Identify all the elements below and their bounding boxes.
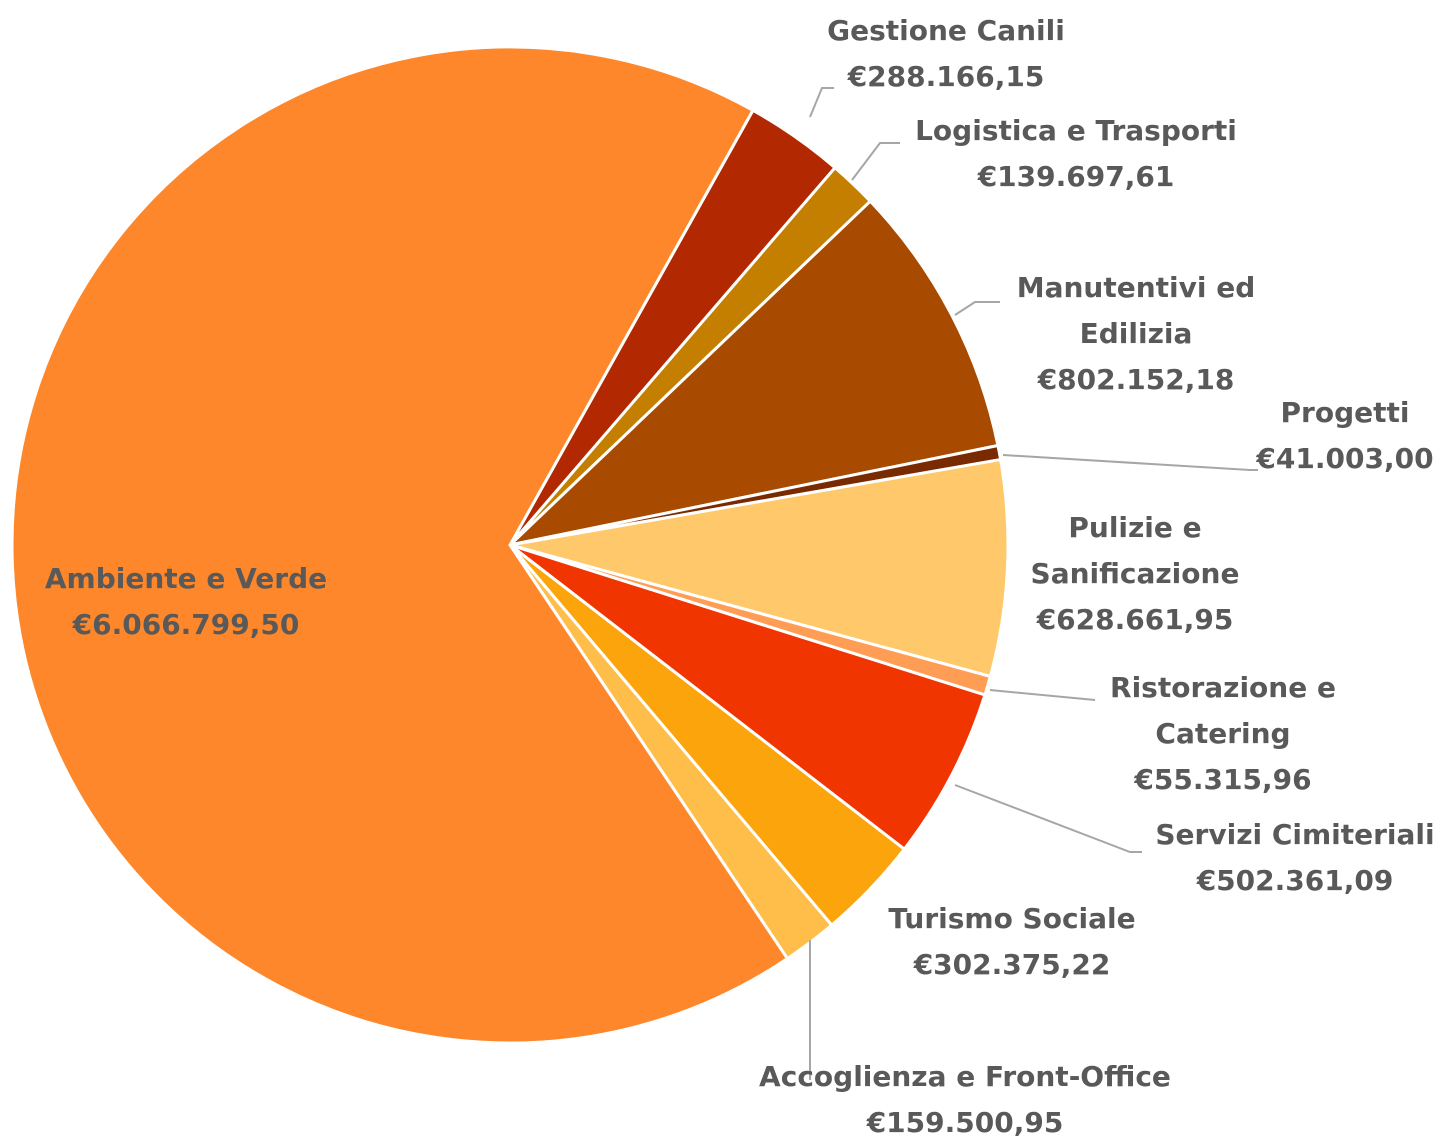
pie-slice <box>509 457 1010 679</box>
label-name: Ristorazione e Catering <box>1110 671 1336 750</box>
label-value: €502.361,09 <box>1196 864 1394 897</box>
label-name: Turismo Sociale <box>888 902 1136 935</box>
label-value: €139.697,61 <box>977 160 1175 193</box>
label-name: Progetti <box>1280 396 1410 429</box>
data-label: Turismo Sociale €302.375,22 <box>852 896 1172 988</box>
pie-slice <box>509 543 987 852</box>
label-name: Accoglienza e Front-Office <box>759 1060 1171 1093</box>
leader-line <box>851 142 900 181</box>
label-value: €802.152,18 <box>1037 363 1235 396</box>
leader-line <box>1002 454 1258 471</box>
data-label: Ristorazione e Catering €55.315,96 <box>1083 665 1363 803</box>
label-value: €6.066.799,50 <box>72 608 300 641</box>
label-name: Gestione Canili <box>827 14 1065 47</box>
label-value: €302.375,22 <box>913 948 1111 981</box>
label-name: Manutentivi ed Edilizia <box>1016 271 1256 350</box>
data-label: Logistica e Trasporti €139.697,61 <box>866 108 1286 200</box>
leader-line <box>954 301 1000 316</box>
data-label: Progetti €41.003,00 <box>1230 390 1456 482</box>
pie-slice <box>10 45 790 1045</box>
label-name: Servizi Cimiteriali <box>1155 818 1435 851</box>
data-label: Pulizie e Sanificazione €628.661,95 <box>995 505 1275 643</box>
label-name: Ambiente e Verde <box>44 562 328 595</box>
data-label: Manutentivi ed Edilizia €802.152,18 <box>986 265 1286 403</box>
label-value: €288.166,15 <box>847 60 1045 93</box>
label-name: Logistica e Trasporti <box>915 114 1237 147</box>
leader-line <box>989 689 1096 701</box>
data-label: Ambiente e Verde €6.066.799,50 <box>6 556 366 648</box>
label-value: €628.661,95 <box>1036 603 1234 636</box>
label-value: €55.315,96 <box>1134 763 1312 796</box>
label-value: €159.500,95 <box>866 1106 1064 1139</box>
data-label: Servizi Cimiteriali €502.361,09 <box>1135 812 1455 904</box>
leader-line <box>954 784 1142 853</box>
label-name: Pulizie e Sanificazione <box>1030 511 1240 590</box>
leader-line <box>809 87 834 118</box>
pie-slice <box>505 199 1000 548</box>
label-value: €41.003,00 <box>1256 442 1434 475</box>
data-label: Gestione Canili €288.166,15 <box>746 8 1146 100</box>
data-label: Accoglienza e Front-Office €159.500,95 <box>705 1054 1225 1146</box>
